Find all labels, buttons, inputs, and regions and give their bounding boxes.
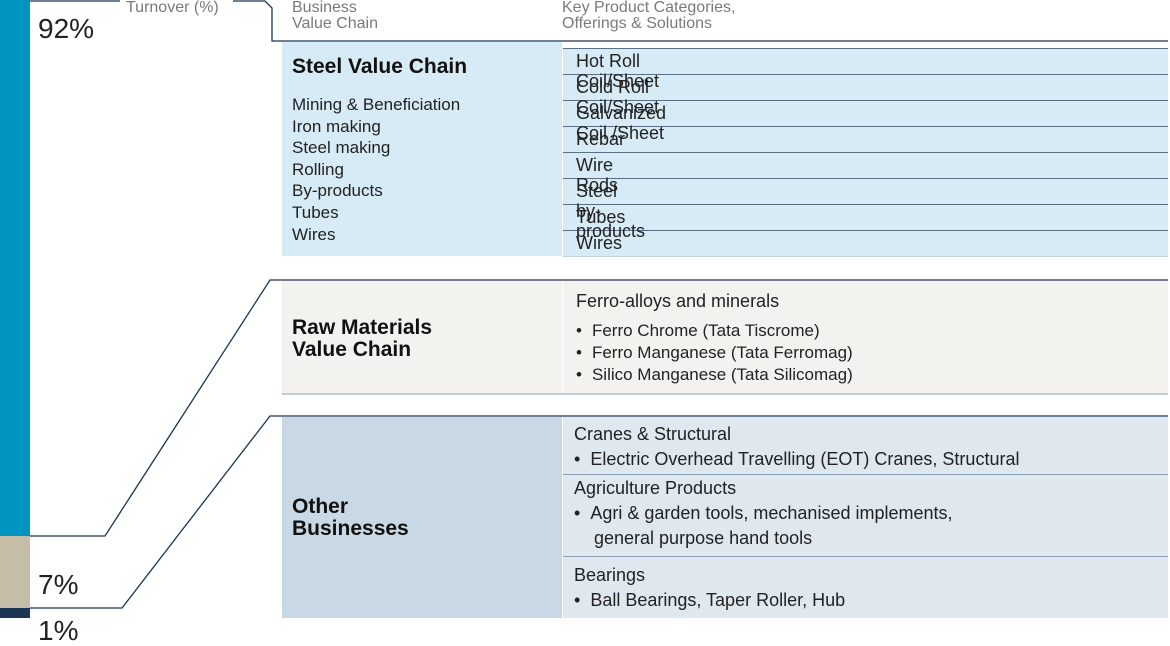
product-row: Hot Roll Coil/Sheet — [576, 51, 660, 91]
row-divider — [563, 48, 1168, 49]
list-item: By-products — [292, 181, 383, 201]
turnover-bar-steel — [0, 0, 30, 536]
list-item: Steel making — [292, 138, 391, 158]
other-group-bearings: Bearings Ball Bearings, Taper Roller, Hu… — [574, 563, 845, 613]
row-divider — [563, 126, 1168, 127]
list-item: Tubes — [292, 202, 339, 222]
product-row: Wires — [576, 233, 622, 253]
turnover-header: Turnover (%) — [126, 0, 219, 16]
raw-heading: Ferro-alloys and minerals — [576, 291, 780, 311]
business-header-line1: Business — [292, 0, 357, 16]
list-item-continuation: general purpose hand tools — [594, 528, 813, 548]
row-divider — [563, 178, 1168, 179]
product-row: Cold Roll Coil/Sheet — [576, 77, 660, 117]
raw-materials-title: Raw Materials Value Chain — [292, 317, 432, 361]
turnover-other-percent: 1% — [38, 615, 79, 646]
product-row: Galvanized Coil /Sheet — [576, 103, 667, 143]
list-item: Wires — [292, 224, 336, 244]
raw-title-line2: Value Chain — [292, 338, 412, 361]
other-title-line1: Other — [292, 495, 349, 518]
other-title-line2: Businesses — [292, 517, 409, 540]
product-row: Wire Rods — [576, 155, 619, 195]
group-heading: Agriculture Products — [574, 478, 737, 498]
list-item: Ferro Manganese (Tata Ferromag) — [576, 342, 853, 364]
product-row: Tubes — [576, 207, 626, 227]
turnover-raw-percent: 7% — [38, 569, 79, 600]
products-header-line1: Key Product Categories, — [562, 0, 736, 16]
group-heading: Bearings — [574, 565, 646, 585]
other-group-agriculture: Agriculture Products Agri & garden tools… — [574, 476, 953, 551]
row-divider — [563, 204, 1168, 205]
list-item: Ball Bearings, Taper Roller, Hub — [574, 588, 845, 613]
steel-value-chain-list: Mining & Beneficiation Iron making Steel… — [292, 94, 460, 245]
list-item: Agri & garden tools, mechanised implemen… — [574, 501, 952, 526]
raw-materials-products: Ferro-alloys and minerals Ferro Chrome (… — [576, 290, 853, 386]
row-divider — [563, 152, 1168, 153]
list-item: Ferro Chrome (Tata Tiscrome) — [576, 320, 853, 342]
list-item: Iron making — [292, 116, 381, 136]
row-divider — [563, 74, 1168, 75]
turnover-bar-other — [0, 608, 30, 618]
business-value-chain-header: Business Value Chain — [292, 0, 378, 32]
products-header-line2: Offerings & Solutions — [562, 15, 713, 32]
key-products-header: Key Product Categories, Offerings & Solu… — [562, 0, 735, 32]
row-divider — [563, 556, 1168, 557]
steel-section-left-bg — [282, 42, 562, 256]
business-header-line2: Value Chain — [292, 15, 378, 32]
turnover-steel-percent: 92% — [38, 13, 95, 44]
row-divider — [563, 230, 1168, 231]
product-row: Rebar — [576, 129, 626, 149]
raw-title-line1: Raw Materials — [292, 316, 433, 339]
row-divider — [563, 474, 1168, 475]
product-row: Steel by-products — [576, 181, 646, 241]
turnover-bar-raw-materials — [0, 536, 30, 608]
other-group-cranes: Cranes & Structural Electric Overhead Tr… — [574, 422, 1019, 472]
steel-value-chain-title: Steel Value Chain — [292, 55, 468, 78]
list-item: Rolling — [292, 159, 344, 179]
row-divider — [563, 100, 1168, 101]
group-heading: Cranes & Structural — [574, 424, 732, 444]
list-item: Electric Overhead Travelling (EOT) Crane… — [574, 447, 1019, 472]
other-businesses-title: Other Businesses — [292, 496, 409, 540]
list-item: Mining & Beneficiation — [292, 95, 461, 114]
list-item: Silico Manganese (Tata Silicomag) — [576, 364, 853, 386]
